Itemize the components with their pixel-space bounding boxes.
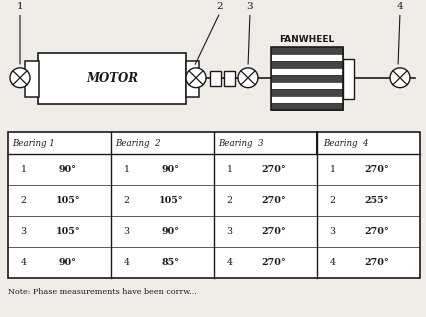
Text: 270°: 270°: [261, 258, 285, 267]
Text: 85°: 85°: [161, 258, 179, 267]
Text: 3: 3: [123, 227, 129, 236]
Text: 270°: 270°: [261, 165, 285, 174]
Text: 3: 3: [246, 2, 253, 10]
Text: 90°: 90°: [59, 258, 77, 267]
Circle shape: [389, 68, 409, 87]
Text: 270°: 270°: [363, 227, 388, 236]
Text: 4: 4: [226, 258, 232, 267]
Bar: [271, 61, 342, 68]
Text: 1: 1: [123, 165, 129, 174]
Text: 4: 4: [123, 258, 129, 267]
Text: 105°: 105°: [55, 227, 80, 236]
Text: 4: 4: [396, 2, 403, 10]
Text: 90°: 90°: [59, 165, 77, 174]
Text: Bearing  2: Bearing 2: [115, 139, 160, 147]
Bar: [271, 82, 342, 89]
Text: 2: 2: [329, 196, 335, 205]
Text: MOTOR: MOTOR: [86, 72, 138, 85]
Text: 2: 2: [226, 196, 232, 205]
Bar: [210, 71, 221, 86]
Bar: [224, 71, 234, 86]
Text: Bearing  4: Bearing 4: [322, 139, 368, 147]
Bar: [38, 53, 186, 104]
Text: 3: 3: [20, 227, 26, 236]
Text: 1: 1: [17, 2, 23, 10]
Text: 105°: 105°: [55, 196, 80, 205]
Text: 1: 1: [226, 165, 232, 174]
Circle shape: [186, 68, 205, 87]
Text: 3: 3: [226, 227, 232, 236]
Bar: [271, 47, 342, 110]
Text: Bearing  3: Bearing 3: [218, 139, 263, 147]
Text: 4: 4: [20, 258, 26, 267]
Text: 105°: 105°: [158, 196, 183, 205]
Text: 2: 2: [20, 196, 26, 205]
Bar: [342, 59, 353, 99]
Text: FANWHEEL: FANWHEEL: [279, 35, 334, 44]
Text: 90°: 90°: [161, 165, 179, 174]
Text: 1: 1: [329, 165, 335, 174]
Text: 2: 2: [123, 196, 129, 205]
Text: 270°: 270°: [363, 165, 388, 174]
Text: Note: Phase measurements have been corrw...: Note: Phase measurements have been corrw…: [8, 288, 196, 296]
Text: 仿  真  在  线: 仿 真 在 线: [131, 171, 178, 182]
Text: 255°: 255°: [364, 196, 388, 205]
Circle shape: [10, 68, 30, 87]
Bar: [271, 54, 342, 61]
Text: www.iCAE.com: www.iCAE.com: [296, 258, 363, 267]
Text: 2: 2: [216, 2, 223, 10]
Bar: [271, 89, 342, 96]
Bar: [271, 68, 342, 75]
Circle shape: [237, 68, 257, 87]
Bar: [8, 132, 419, 278]
Bar: [271, 96, 342, 103]
Text: 270°: 270°: [261, 227, 285, 236]
Text: 3: 3: [328, 227, 335, 236]
Text: Bearing 1: Bearing 1: [12, 139, 55, 147]
Text: 1: 1: [20, 165, 26, 174]
Bar: [271, 103, 342, 110]
Text: 270°: 270°: [363, 258, 388, 267]
Text: 90°: 90°: [161, 227, 179, 236]
Bar: [186, 61, 199, 97]
Bar: [271, 75, 342, 82]
Bar: [271, 47, 342, 54]
Bar: [25, 61, 39, 97]
Text: 4: 4: [329, 258, 335, 267]
Text: 270°: 270°: [261, 196, 285, 205]
